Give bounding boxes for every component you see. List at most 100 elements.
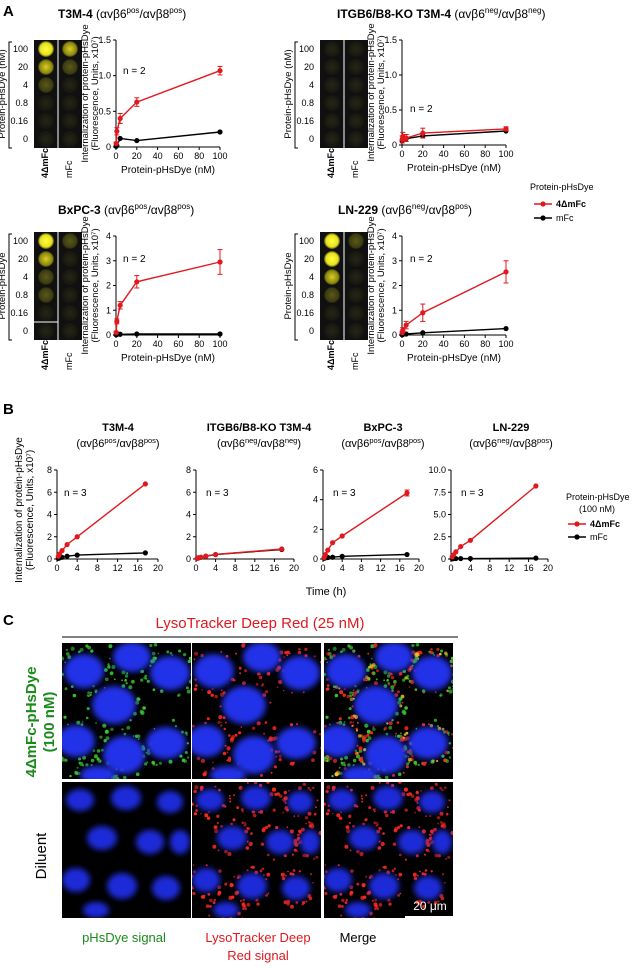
vesicle	[251, 865, 255, 869]
y-tick-label: 2.5	[433, 532, 446, 542]
series-line-4dmfc	[115, 70, 221, 144]
vesicle	[336, 813, 341, 818]
vesicle	[407, 677, 410, 680]
vesicle	[88, 695, 90, 697]
vesicle	[405, 765, 409, 769]
vesicle	[278, 679, 283, 685]
vesicle	[421, 872, 425, 876]
vesicle	[190, 673, 191, 676]
vesicle	[390, 631, 393, 634]
well-dk	[348, 77, 364, 93]
chart-4: 0 2 4 6 8 0 4 8 12 16 20 n = 3	[47, 465, 163, 573]
x-tick-label: 16	[133, 563, 143, 573]
vesicle	[315, 855, 319, 859]
nucleus	[243, 643, 281, 672]
vesicle	[416, 874, 419, 877]
vesicle	[411, 794, 415, 798]
vesicle	[383, 640, 386, 643]
x-tick-label: 100	[498, 149, 513, 159]
vesicle	[93, 754, 98, 759]
vesicle	[96, 749, 101, 753]
x-tick-label: 100	[212, 339, 227, 349]
nucleus	[157, 791, 183, 813]
vesicle	[301, 903, 304, 906]
panelA-title-ln229: LN-229 (αvβ6neg/αvβ8pos)	[338, 202, 472, 217]
vesicle	[402, 771, 405, 774]
vesicle	[145, 751, 148, 754]
vesicle	[90, 691, 93, 694]
nucleus	[300, 830, 320, 854]
vesicle	[105, 736, 110, 741]
vesicle	[362, 762, 366, 766]
vesicle	[144, 762, 148, 766]
nucleus	[233, 736, 275, 774]
vesicle	[367, 652, 370, 655]
well-dk	[324, 113, 340, 129]
vesicle	[450, 733, 453, 736]
vesicle	[397, 772, 402, 776]
vesicle	[265, 894, 268, 897]
chart-7: 0 2.5 5.0 7.5 10.0 0 4 8 12 16 20 n = 3	[428, 465, 553, 573]
vesicle	[441, 788, 444, 792]
vesicle	[385, 782, 390, 785]
vesicle	[398, 872, 403, 877]
vesicle	[436, 816, 441, 820]
vesicle	[341, 898, 345, 903]
vesicle	[360, 795, 363, 797]
vesicle	[324, 724, 327, 728]
vesicle	[397, 878, 400, 881]
vesicle	[316, 799, 319, 802]
well-row-label: 4	[23, 80, 28, 90]
vesicle	[302, 782, 306, 786]
vesicle	[186, 689, 191, 694]
nucleus	[113, 643, 151, 672]
vesicle	[296, 836, 301, 840]
vesicle	[430, 829, 433, 833]
panelA-title-ko: ITGB6/B8-KO T3M-4 (αvβ6neg/αvβ8neg)	[337, 6, 545, 21]
vesicle	[313, 730, 317, 734]
vesicle	[332, 758, 338, 763]
vesicle	[149, 643, 153, 648]
vesicle	[374, 898, 377, 902]
vesicle	[452, 687, 453, 691]
vesicle	[272, 808, 276, 812]
vesicle	[360, 895, 365, 900]
x-tick-label: 16	[524, 563, 534, 573]
vesicle	[131, 679, 135, 684]
vesicle	[70, 685, 74, 688]
y-tick-label: 2	[47, 532, 52, 542]
row-bracket	[8, 233, 12, 341]
vesicle	[421, 723, 426, 727]
vesicle	[341, 647, 346, 652]
vesicle	[212, 844, 217, 849]
vesicle	[81, 721, 84, 723]
vesicle	[179, 754, 183, 758]
vesicle	[372, 727, 376, 731]
vesicle	[213, 898, 216, 902]
vesicle	[234, 733, 238, 737]
vesicle	[293, 839, 298, 844]
well-dk	[62, 95, 78, 111]
vesicle	[265, 878, 268, 881]
vesicle	[132, 735, 135, 737]
vesicle	[430, 870, 433, 873]
vesicle	[384, 813, 389, 818]
y-axis-label-units: (Fluorescence, Units, x10⁷)	[376, 35, 387, 149]
vesicle	[376, 778, 379, 779]
vesicle	[424, 869, 428, 872]
vesicle	[382, 643, 385, 644]
vesicle	[113, 678, 116, 681]
vesicle	[346, 785, 349, 788]
x-tick-label: 4	[213, 563, 218, 573]
data-point-4dmfc	[404, 490, 410, 496]
vesicle	[434, 853, 438, 858]
data-point-4dmfc	[458, 543, 464, 550]
panelB-xlabel: Time (h)	[306, 586, 347, 598]
series-line-mfc	[115, 333, 220, 336]
well-hi	[324, 251, 340, 267]
vesicle	[209, 905, 212, 908]
vesicle	[126, 672, 129, 675]
vesicle	[351, 724, 354, 727]
vesicle	[339, 771, 343, 775]
vesicle	[374, 681, 378, 686]
